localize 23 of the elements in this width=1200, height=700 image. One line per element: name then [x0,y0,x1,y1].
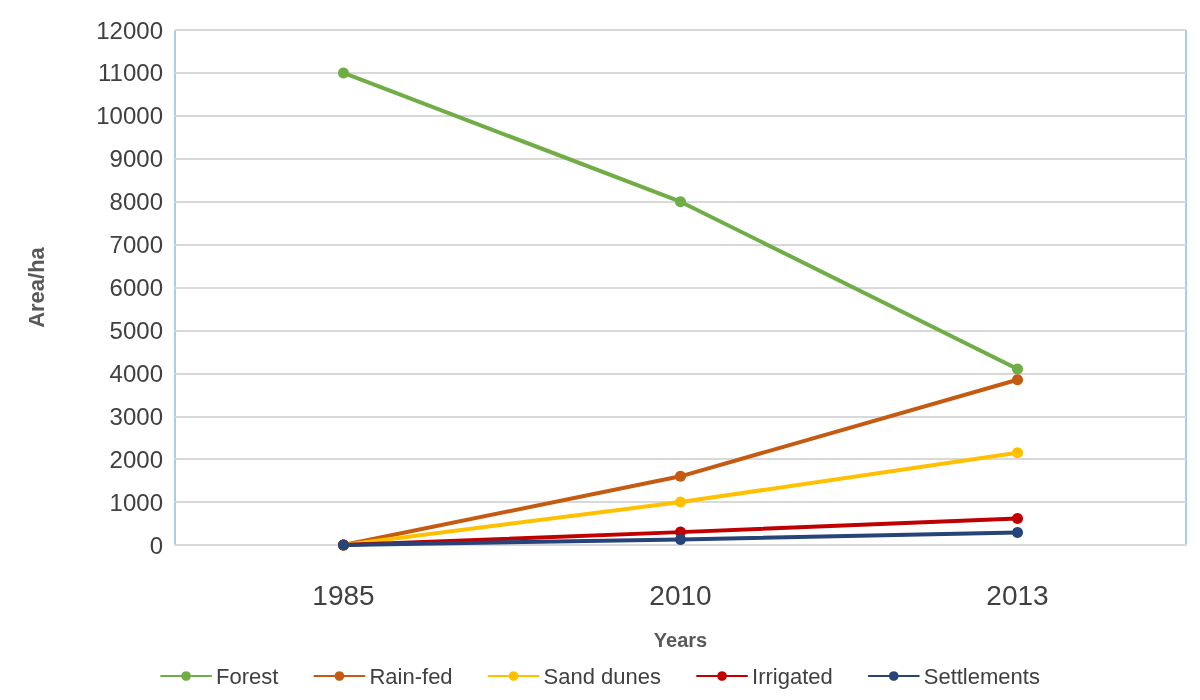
y-tick-label: 5000 [109,316,163,344]
legend-label: Rain-fed [369,663,453,689]
y-tick-label: 3000 [109,402,163,430]
legend-label: Irrigated [752,663,833,689]
y-tick-label: 0 [149,531,163,559]
y-tick-label: 10000 [96,102,163,130]
legend-label: Forest [216,663,279,689]
y-tick-label: 1000 [109,488,163,516]
x-axis-title: Years [653,629,708,651]
x-tick-label: 2010 [649,579,712,611]
x-tick-label: 2013 [986,579,1049,611]
y-tick-label: 12000 [96,16,163,44]
y-tick-label: 7000 [109,231,163,259]
y-tick-label: 4000 [109,359,163,387]
y-tick-label: 9000 [109,145,163,173]
y-tick-label: 11000 [98,59,163,87]
y-tick-label: 6000 [109,274,163,301]
y-tick-label: 2000 [109,445,163,473]
legend-label: Settlements [923,663,1040,689]
y-axis-title: Area/ha [23,246,49,328]
x-tick-label: 1985 [312,579,375,611]
legend-label: Sand dunes [543,663,662,689]
y-tick-label: 8000 [109,188,163,216]
